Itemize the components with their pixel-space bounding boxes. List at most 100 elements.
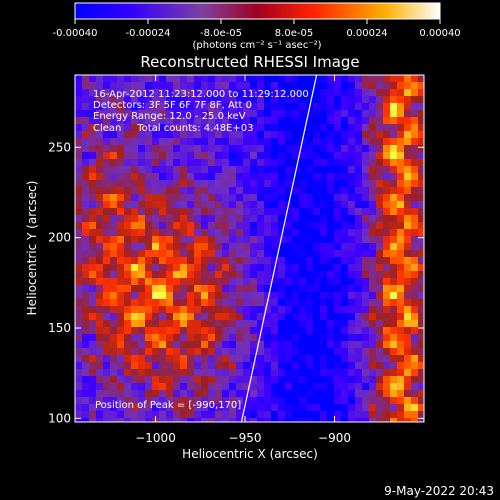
heatmap-cell (96, 124, 104, 132)
heatmap-cell (341, 152, 349, 160)
heatmap-cell (180, 341, 188, 349)
heatmap-cell (117, 313, 125, 321)
heatmap-cell (418, 215, 424, 223)
heatmap-cell (362, 397, 370, 405)
heatmap-cell (110, 117, 118, 125)
heatmap-cell (355, 299, 363, 307)
heatmap-cell (320, 355, 328, 363)
heatmap-cell (271, 222, 279, 230)
heatmap-cell (208, 355, 216, 363)
heatmap-cell (166, 222, 174, 230)
heatmap-cell (257, 250, 265, 258)
heatmap-cell (229, 390, 237, 398)
heatmap-cell (348, 138, 356, 146)
heatmap-cell (355, 187, 363, 195)
heatmap-cell (82, 229, 90, 237)
heatmap-cell (110, 376, 118, 384)
heatmap-cell (411, 250, 419, 258)
heatmap-cell (327, 138, 335, 146)
heatmap-cell (327, 215, 335, 223)
heatmap-cell (411, 299, 419, 307)
heatmap-cell (257, 369, 265, 377)
heatmap-cell (355, 397, 363, 405)
heatmap-cell (145, 82, 153, 90)
heatmap-cell (152, 131, 160, 139)
heatmap-cell (285, 96, 293, 104)
heatmap-cell (243, 82, 251, 90)
heatmap-cell (201, 383, 209, 391)
heatmap-cell (348, 383, 356, 391)
heatmap-cell (82, 180, 90, 188)
heatmap-cell (313, 376, 321, 384)
heatmap-cell (236, 166, 244, 174)
heatmap-cell (299, 369, 307, 377)
heatmap-cell (418, 341, 424, 349)
heatmap-cell (390, 103, 398, 111)
heatmap-cell (166, 110, 174, 118)
heatmap-cell (299, 271, 307, 279)
heatmap-cell (82, 257, 90, 265)
heatmap-cell (285, 299, 293, 307)
heatmap-cell (166, 243, 174, 251)
heatmap-cell (89, 117, 97, 125)
heatmap-cell (320, 215, 328, 223)
heatmap-cell (327, 383, 335, 391)
heatmap-cell (404, 376, 412, 384)
heatmap-cell (243, 166, 251, 174)
heatmap-cell (110, 383, 118, 391)
heatmap-cell (96, 327, 104, 335)
heatmap-cell (103, 404, 111, 412)
heatmap-cell (418, 369, 424, 377)
heatmap-cell (117, 327, 125, 335)
heatmap-cell (348, 243, 356, 251)
heatmap-cell (250, 222, 258, 230)
heatmap-cell (159, 362, 167, 370)
heatmap-cell (222, 327, 230, 335)
heatmap-cell (264, 390, 272, 398)
heatmap-cell (110, 390, 118, 398)
heatmap-cell (187, 418, 195, 422)
heatmap-cell (299, 173, 307, 181)
heatmap-cell (159, 278, 167, 286)
heatmap-cell (222, 131, 230, 139)
heatmap-cell (299, 187, 307, 195)
heatmap-cell (299, 124, 307, 132)
heatmap-cell (138, 285, 146, 293)
heatmap-cell (173, 257, 181, 265)
heatmap-cell (250, 208, 258, 216)
heatmap-cell (110, 348, 118, 356)
heatmap-cell (187, 355, 195, 363)
heatmap-cell (320, 376, 328, 384)
heatmap-cell (397, 124, 405, 132)
heatmap-cell (103, 390, 111, 398)
heatmap-cell (117, 222, 125, 230)
heatmap-cell (152, 397, 160, 405)
heatmap-cell (152, 362, 160, 370)
heatmap-cell (215, 96, 223, 104)
heatmap-cell (117, 348, 125, 356)
heatmap-cell (103, 306, 111, 314)
heatmap-cell (292, 376, 300, 384)
heatmap-cell (82, 117, 90, 125)
heatmap-cell (138, 110, 146, 118)
heatmap-cell (103, 271, 111, 279)
heatmap-cell (390, 320, 398, 328)
heatmap-cell (110, 208, 118, 216)
heatmap-cell (327, 348, 335, 356)
heatmap-cell (236, 201, 244, 209)
heatmap-cell (264, 82, 272, 90)
heatmap-cell (341, 313, 349, 321)
heatmap-cell (152, 236, 160, 244)
heatmap-cell (131, 229, 139, 237)
heatmap-cell (229, 327, 237, 335)
heatmap-cell (285, 103, 293, 111)
heatmap-cell (124, 236, 132, 244)
heatmap-cell (369, 264, 377, 272)
heatmap-cell (110, 369, 118, 377)
heatmap-cell (110, 320, 118, 328)
heatmap-cell (411, 334, 419, 342)
heatmap-cell (152, 145, 160, 153)
heatmap-cell (264, 313, 272, 321)
heatmap-cell (320, 257, 328, 265)
heatmap-cell (201, 243, 209, 251)
